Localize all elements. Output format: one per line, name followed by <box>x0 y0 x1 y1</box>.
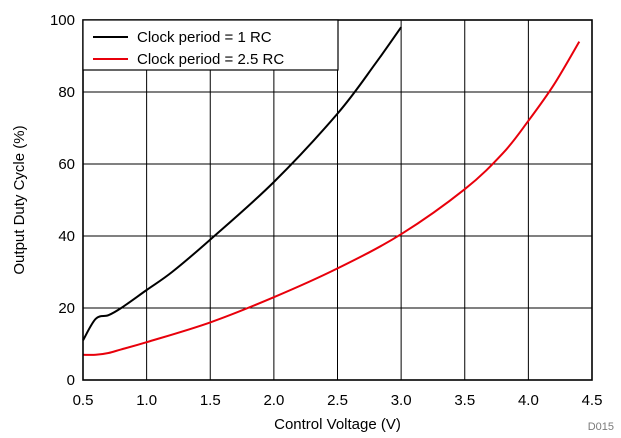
x-axis-label: Control Voltage (V) <box>274 416 401 433</box>
tick-labels: 0.5 1.0 1.5 2.0 2.5 3.0 3.5 4.0 4.5 0 20 40 60 80 100 <box>50 12 602 409</box>
x-tick-label: 2.0 <box>263 392 284 409</box>
x-tick-label: 4.0 <box>518 392 539 409</box>
grid-layer <box>82 19 593 381</box>
y-tick-label: 40 <box>58 228 75 245</box>
series-line-1 <box>82 26 402 341</box>
x-tick-label: 1.0 <box>136 392 157 409</box>
series-layer <box>82 26 581 356</box>
legend: Clock period = 1 RC Clock period = 2.5 R… <box>82 19 339 71</box>
x-tick-label: 4.5 <box>582 392 603 409</box>
y-tick-label: 20 <box>58 300 75 317</box>
y-axis-label: Output Duty Cycle (%) <box>11 125 28 274</box>
y-tick-label: 100 <box>50 12 75 29</box>
figure-id: D015 <box>588 421 614 433</box>
legend-box <box>82 19 339 71</box>
legend-label-series-2: Clock period = 2.5 RC <box>137 51 284 68</box>
series-line-2 <box>82 41 581 356</box>
x-tick-label: 3.5 <box>454 392 475 409</box>
y-tick-label: 60 <box>58 156 75 173</box>
y-tick-label: 0 <box>67 372 75 389</box>
x-tick-label: 2.5 <box>327 392 348 409</box>
x-tick-label: 1.5 <box>200 392 221 409</box>
y-tick-label: 80 <box>58 84 75 101</box>
x-tick-label: 0.5 <box>73 392 94 409</box>
x-tick-label: 3.0 <box>391 392 412 409</box>
legend-label-series-1: Clock period = 1 RC <box>137 29 272 46</box>
